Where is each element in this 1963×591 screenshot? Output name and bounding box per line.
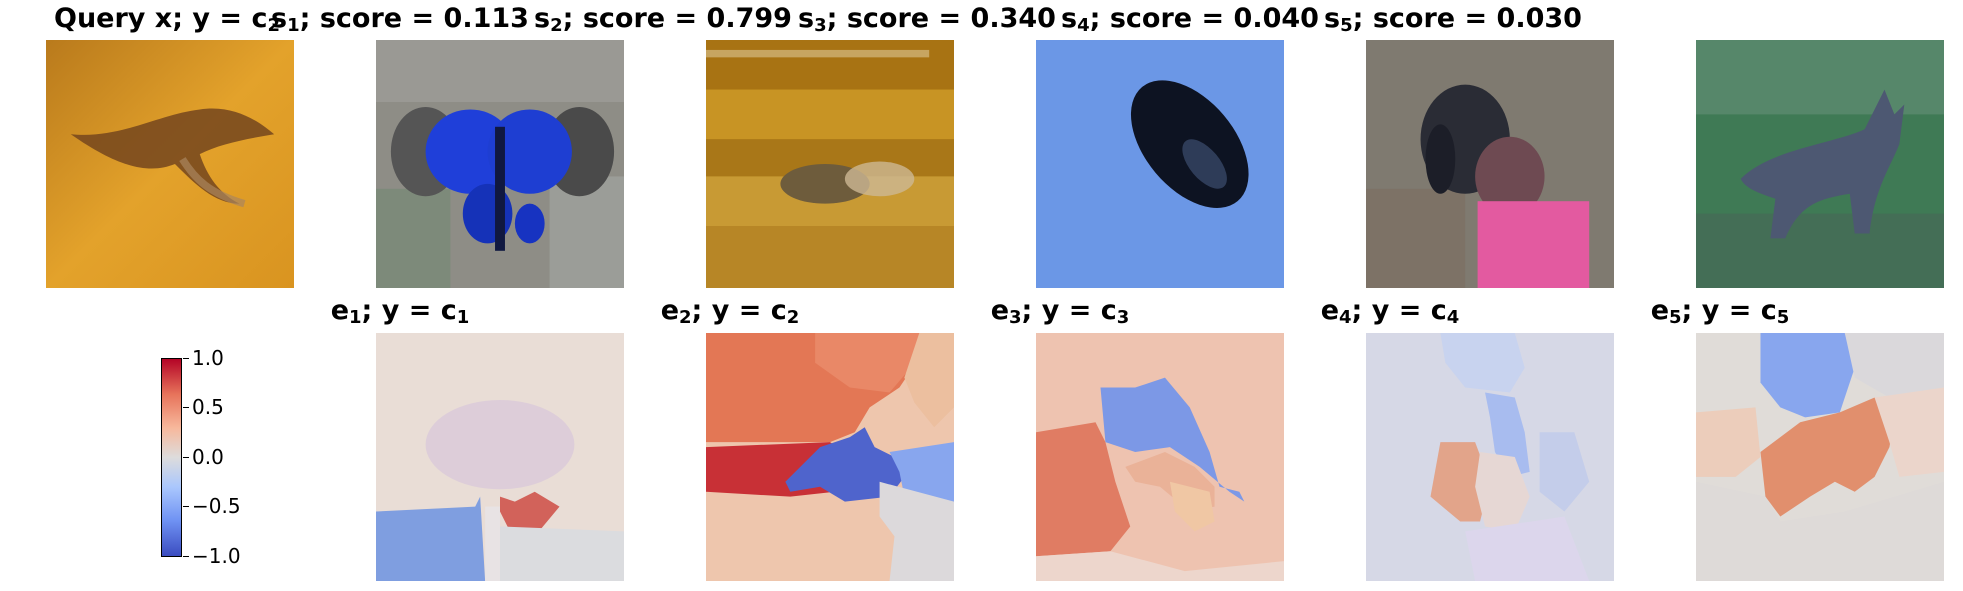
s4-sub: 4: [1077, 15, 1090, 36]
e2-sub: 2: [679, 307, 692, 328]
s5-sub: 5: [1340, 15, 1353, 36]
s5-title: s5; score = 0.030: [1283, 4, 1623, 41]
s5-score: ; score = 0.030: [1352, 3, 1582, 34]
s3-title: s3; score = 0.340: [757, 4, 1097, 41]
colorbar-tick: [183, 358, 189, 359]
e4-class-sub: 4: [1446, 307, 1460, 328]
s4-label: s: [1061, 3, 1078, 34]
e4-sub: 4: [1339, 307, 1352, 328]
s4-score: ; score = 0.040: [1089, 3, 1319, 34]
e1-label: e: [330, 295, 349, 326]
e3-map: [1036, 333, 1284, 581]
s1-image: [376, 40, 624, 288]
e5-class-sub: 5: [1776, 307, 1790, 328]
e1-sub: 1: [349, 307, 362, 328]
e2-class-sub: 2: [786, 307, 800, 328]
colorbar-tick-label: 1.0: [192, 346, 224, 370]
e1-title: e1; y = c1: [330, 296, 470, 333]
s2-title: s2; score = 0.799: [493, 4, 833, 41]
colorbar-tick: [183, 506, 189, 507]
e2-title: e2; y = c2: [660, 296, 800, 333]
s1-score: ; score = 0.113: [299, 3, 529, 34]
e1-class: ; y = c: [361, 295, 457, 326]
s4-image: [1366, 40, 1614, 288]
colorbar-tick-label: −1.0: [192, 544, 241, 568]
colorbar-tick-label: 0.5: [192, 395, 224, 419]
s1-title: s1; score = 0.113: [230, 4, 570, 41]
e5-title: e5; y = c5: [1650, 296, 1790, 333]
query-title-sub: 2: [267, 15, 280, 36]
e1-class-sub: 1: [456, 307, 470, 328]
colorbar-tick: [183, 556, 189, 557]
e4-class: ; y = c: [1351, 295, 1447, 326]
e5-sub: 5: [1669, 307, 1682, 328]
colorbar-tick-label: 0.0: [192, 445, 224, 469]
s2-sub: 2: [550, 15, 563, 36]
s3-label: s: [798, 3, 815, 34]
e5-map: [1696, 333, 1944, 581]
s5-label: s: [1324, 3, 1341, 34]
colorbar: [161, 358, 182, 557]
e3-sub: 3: [1009, 307, 1022, 328]
s5-image: [1696, 40, 1944, 288]
e3-class-sub: 3: [1116, 307, 1130, 328]
s3-score: ; score = 0.340: [826, 3, 1056, 34]
e2-map: [706, 333, 954, 581]
e4-title: e4; y = c4: [1320, 296, 1460, 333]
query-image: [46, 40, 294, 288]
e4-map: [1366, 333, 1614, 581]
e2-label: e: [660, 295, 679, 326]
query-title-text: Query x; y = c: [54, 3, 268, 34]
colorbar-tick: [183, 407, 189, 408]
s2-score: ; score = 0.799: [562, 3, 792, 34]
s4-title: s4; score = 0.040: [1020, 4, 1360, 41]
s2-image: [706, 40, 954, 288]
query-title: Query x; y = c2: [0, 4, 337, 41]
e3-title: e3; y = c3: [990, 296, 1130, 333]
colorbar-tick-label: −0.5: [192, 494, 241, 518]
e4-label: e: [1320, 295, 1339, 326]
e1-map: [376, 333, 624, 581]
s2-label: s: [534, 3, 551, 34]
e5-class: ; y = c: [1681, 295, 1777, 326]
e2-class: ; y = c: [691, 295, 787, 326]
colorbar-tick: [183, 457, 189, 458]
s1-sub: 1: [287, 15, 300, 36]
s3-image: [1036, 40, 1284, 288]
e5-label: e: [1650, 295, 1669, 326]
e3-class: ; y = c: [1021, 295, 1117, 326]
s3-sub: 3: [814, 15, 827, 36]
s1-label: s: [271, 3, 288, 34]
e3-label: e: [990, 295, 1009, 326]
